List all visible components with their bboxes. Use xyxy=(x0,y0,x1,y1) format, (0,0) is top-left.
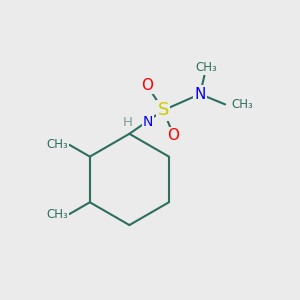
Text: CH₃: CH₃ xyxy=(46,138,68,151)
Text: N: N xyxy=(194,87,206,102)
Text: N: N xyxy=(143,115,153,129)
Text: O: O xyxy=(141,78,153,93)
Text: H: H xyxy=(122,116,132,128)
Text: CH₃: CH₃ xyxy=(231,98,253,111)
Text: CH₃: CH₃ xyxy=(46,208,68,221)
Text: O: O xyxy=(168,128,180,143)
Text: CH₃: CH₃ xyxy=(195,61,217,74)
Text: S: S xyxy=(158,101,169,119)
